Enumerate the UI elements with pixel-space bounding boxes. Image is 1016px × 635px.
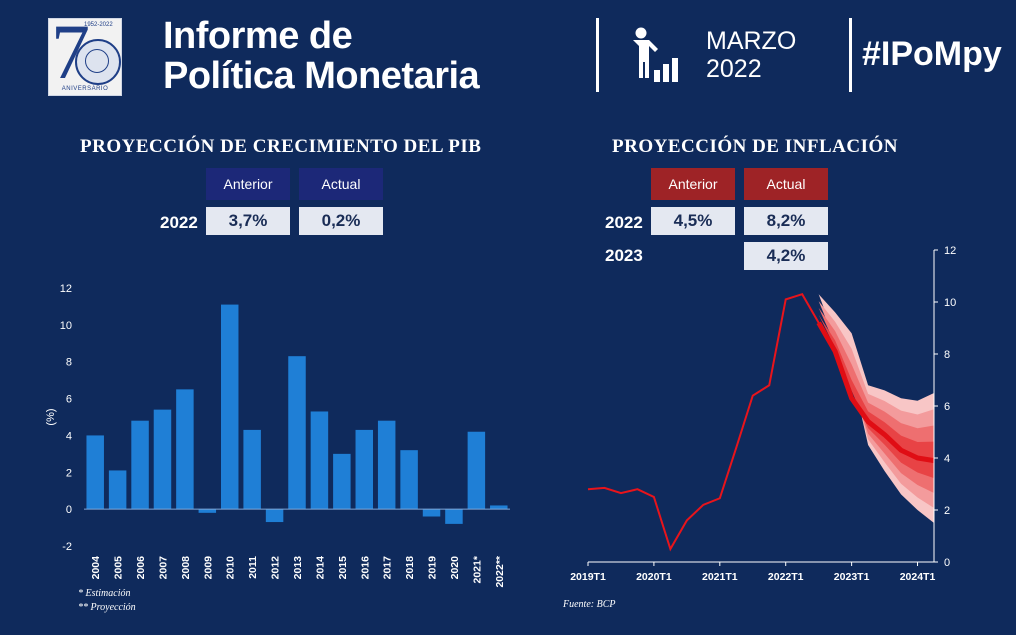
pib-x-tick-label: 2010	[225, 556, 237, 580]
pib-bar	[490, 505, 508, 510]
pib-bar	[333, 453, 351, 510]
pib-x-tick-label: 2016	[359, 556, 371, 580]
pib-x-tick-label: 2014	[314, 556, 326, 580]
inflation-fan-band	[818, 314, 934, 479]
pib-bar	[400, 450, 418, 510]
pib-x-tick-label: 2019	[427, 556, 439, 580]
pib-bar	[310, 411, 329, 510]
logo-years: 1952-2022	[84, 22, 113, 28]
pib-bar	[176, 389, 194, 510]
inflation-y-tick-label: 6	[944, 401, 950, 413]
inflation-y-tick-label: 8	[944, 349, 950, 361]
inflation-y-tick-label: 12	[944, 245, 956, 257]
pib-x-tick-label: 2013	[292, 556, 304, 580]
report-year: 2022	[706, 55, 762, 83]
logo-seal-icon	[75, 39, 121, 85]
pib-y-tick-label: 12	[60, 283, 72, 295]
pib-bar	[153, 409, 172, 510]
inflation-y-tick-label: 2	[944, 505, 950, 517]
pib-x-tick-label: 2008	[180, 556, 192, 580]
inflation-row-year-2023: 2023	[605, 246, 643, 265]
presenter-chart-icon	[633, 27, 678, 82]
pib-y-tick-label: 10	[60, 320, 72, 332]
pib-x-tick-label: 2009	[202, 556, 214, 580]
pib-y-tick-label: 2	[66, 467, 72, 479]
header-divider-2	[849, 18, 852, 92]
pib-prev-value: 3,7%	[206, 207, 290, 235]
inflation-source: Fuente: BCP	[563, 599, 616, 610]
report-month: MARZO	[706, 27, 797, 55]
pib-bar	[377, 420, 396, 510]
pib-bar	[288, 356, 306, 510]
pib-y-tick-label: 4	[66, 430, 72, 442]
pib-bar	[131, 420, 149, 510]
inflation-section-title: PROYECCIÓN DE INFLACIÓN	[612, 136, 898, 157]
pib-x-tick-label: 2017	[382, 556, 394, 580]
pib-bar	[355, 429, 374, 510]
pib-y-axis-label: (%)	[45, 408, 57, 425]
inflation-col-prev-header: Anterior	[651, 168, 735, 200]
pib-note-projection: ** Proyección	[78, 602, 136, 613]
pib-y-tick-label: 0	[66, 504, 72, 516]
report-title-line1: Informe de	[163, 15, 353, 57]
inflation-actual-2023: 4,2%	[744, 242, 828, 270]
inflation-prev-2022: 4,5%	[651, 207, 735, 235]
pib-bar	[265, 509, 284, 523]
pib-section-title: PROYECCIÓN DE CRECIMIENTO DEL PIB	[80, 136, 482, 157]
pib-bar	[243, 429, 261, 510]
pib-bar	[422, 509, 441, 517]
inflation-row-year-2022: 2022	[605, 213, 643, 232]
pib-bar	[220, 304, 239, 510]
pib-y-tick-label: 6	[66, 394, 72, 406]
report-title: Informe de Política Monetaria	[163, 15, 480, 97]
bcp-70-years-logo: 7 1952-2022 ANIVERSARIO	[48, 13, 122, 96]
pib-bar	[445, 509, 463, 524]
pib-x-tick-label: 2012	[270, 556, 282, 580]
inflation-x-tick-label: 2024T1	[900, 571, 936, 583]
pib-bar-chart: -2 0 2 4 6 8 10 12 (%) 2004 2005 2006 2007 2008 2009 20…	[45, 283, 510, 588]
inflation-col-actual-header: Actual	[744, 168, 828, 200]
inflation-y-tick-label: 0	[944, 557, 950, 569]
pib-x-tick-label: 2005	[113, 556, 125, 580]
pib-bar	[108, 470, 127, 510]
pib-bar	[86, 435, 104, 510]
pib-x-tick-label: 2021*	[471, 555, 483, 583]
pib-bar	[198, 509, 217, 513]
pib-y-tick-label: -2	[62, 541, 72, 553]
report-date: MARZO 2022	[706, 27, 796, 83]
inflation-x-tick-label: 2021T1	[702, 571, 738, 583]
inflation-y-tick-label: 4	[944, 453, 950, 465]
pib-x-tick-label: 2011	[247, 556, 259, 579]
inflation-actual-2022: 8,2%	[744, 207, 828, 235]
pib-x-tick-label: 2022**	[494, 555, 506, 587]
pib-col-actual-header: Actual	[299, 168, 383, 200]
pib-x-tick-label: 2007	[157, 556, 169, 580]
inflation-x-tick-label: 2020T1	[636, 571, 672, 583]
report-title-line2: Política Monetaria	[163, 55, 480, 97]
pib-x-tick-label: 2018	[404, 556, 416, 580]
pib-x-tick-label: 2004	[90, 556, 102, 580]
inflation-x-tick-label: 2022T1	[768, 571, 804, 583]
inflation-y-tick-label: 10	[944, 297, 956, 309]
pib-x-tick-label: 2020	[449, 556, 461, 580]
pib-col-prev-header: Anterior	[206, 168, 290, 200]
inflation-central-projection	[816, 321, 935, 464]
inflation-x-tick-label: 2023T1	[834, 571, 870, 583]
pib-bar	[467, 431, 486, 510]
pib-x-tick-label: 2015	[337, 556, 349, 580]
inflation-fan-chart: 0 2 4 6 8 10 12 2019T1 2020T1 2021T1 2022T1 2023T1 2…	[570, 245, 956, 583]
header-divider	[596, 18, 599, 92]
pib-note-estimation: * Estimación	[78, 588, 131, 599]
pib-actual-value: 0,2%	[299, 207, 383, 235]
pib-row-year: 2022	[160, 213, 198, 232]
pib-x-tick-label: 2006	[135, 556, 147, 580]
hashtag: #IPoMpy	[862, 35, 1002, 73]
pib-y-tick-label: 8	[66, 357, 72, 369]
inflation-x-tick-label: 2019T1	[570, 571, 606, 583]
logo-label: ANIVERSARIO	[61, 86, 109, 92]
